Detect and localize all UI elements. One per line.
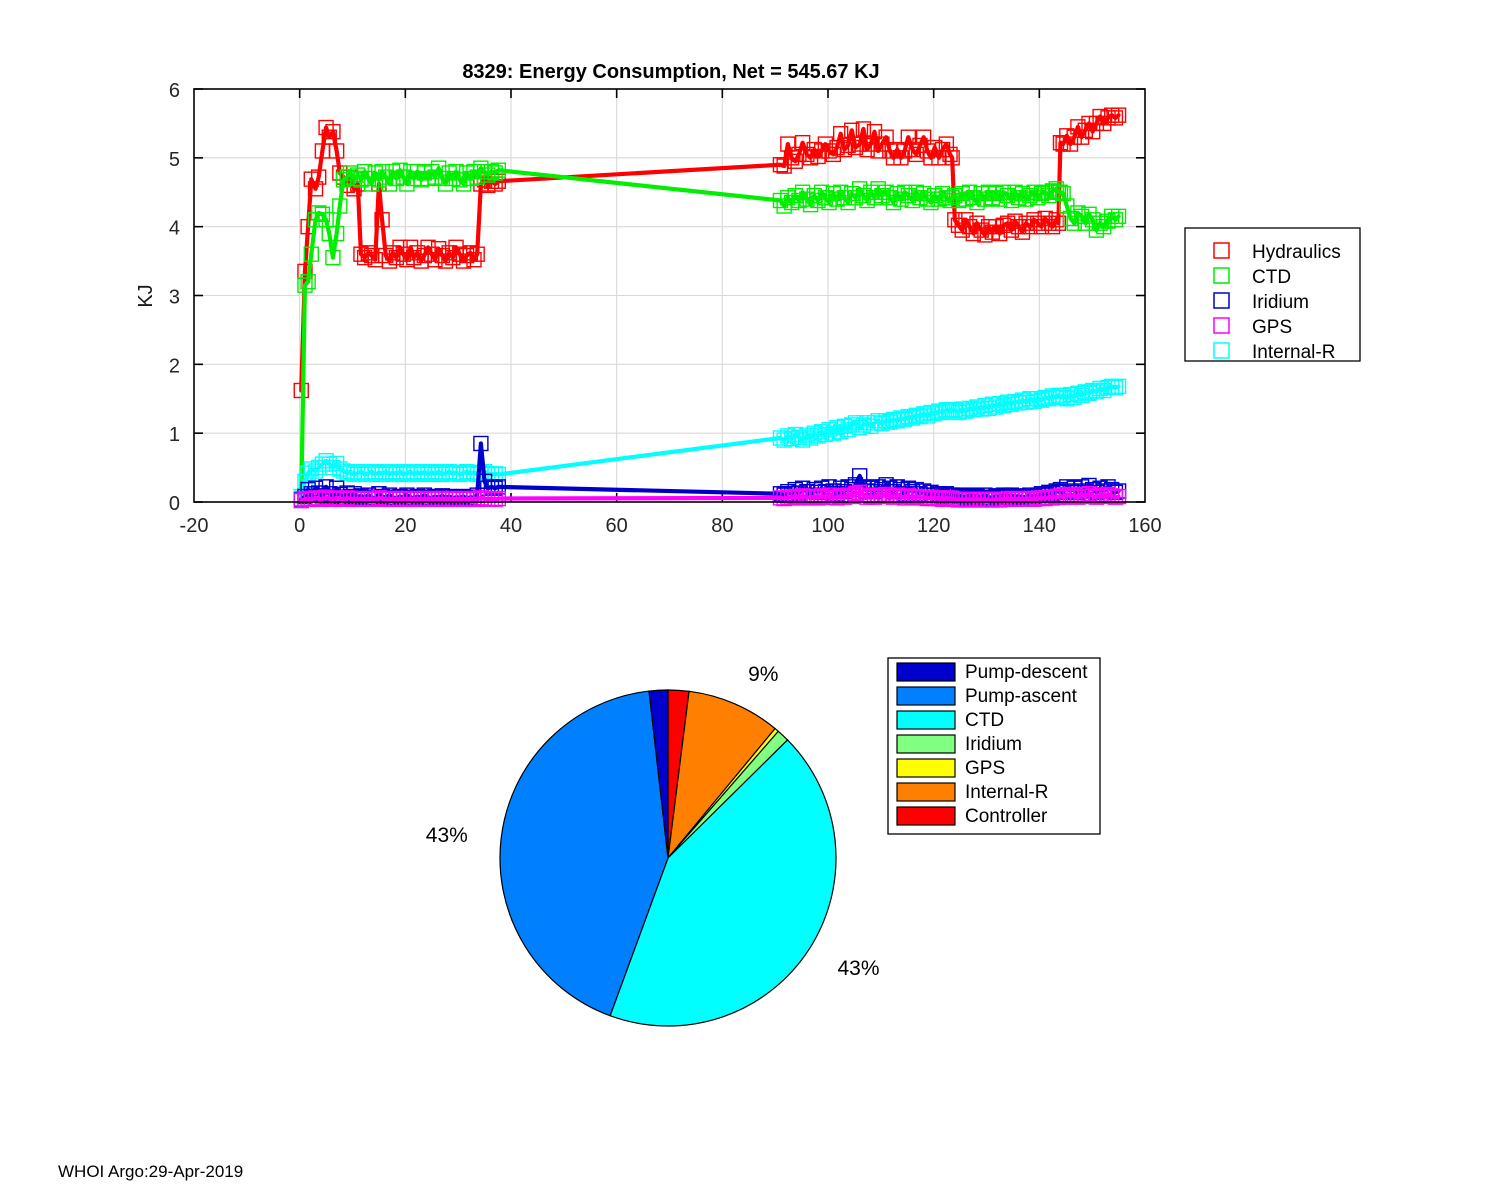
series-gps: [293, 484, 1127, 509]
pie-legend-entries: Pump-descent Pump-ascent CTD Iridium GPS Inte…: [896, 662, 1088, 827]
pie-slice-pump-descent: [648, 689, 669, 859]
legend-label-gps: GPS: [1252, 317, 1292, 338]
legend-label-iridium: Iridium: [1252, 292, 1309, 313]
legend-label-ctd: CTD: [1252, 267, 1291, 288]
legend-marker-iridium: [1213, 292, 1230, 309]
legend-marker-gps: [1213, 317, 1230, 334]
pie-slice-ctd: [609, 739, 837, 1027]
pie-legend-swatch-internal-r: [896, 782, 956, 802]
pie-legend-label-gps: GPS: [965, 758, 1005, 779]
legend-label-internal-r: Internal-R: [1252, 342, 1335, 363]
pie-legend-label-ctd: CTD: [965, 710, 1004, 731]
pie-legend-swatch-pump-ascent: [896, 686, 956, 706]
x-tick-label: 40: [500, 515, 522, 537]
x-tick-label: 60: [606, 515, 628, 537]
line-chart-title: 8329: Energy Consumption, Net = 545.67 K…: [462, 61, 879, 83]
pie-slice-pump-ascent: [499, 690, 669, 1017]
line-chart-y-tick-labels: 0 1 2 3 4 5 6: [169, 80, 180, 515]
pie-legend-swatch-pump-descent: [896, 662, 956, 682]
pie-legend-swatch-ctd: [896, 710, 956, 730]
pie-legend-label-pump-descent: Pump-descent: [965, 662, 1088, 683]
series-markers: [293, 107, 1127, 399]
pie-label-internal-r: 9%: [748, 663, 778, 686]
legend-marker-ctd: [1213, 267, 1230, 284]
y-tick-label: 2: [169, 355, 180, 377]
y-tick-label: 4: [169, 218, 180, 240]
pie-percent-labels: 9% 43% 43%: [426, 663, 880, 980]
y-tick-label: 0: [169, 493, 180, 515]
pie-chart: 9% 43% 43% Pump-descent Pump-ascent CTD Iridi…: [426, 657, 1101, 1027]
line-chart: 8329: Energy Consumption, Net = 545.67 K…: [135, 61, 1361, 537]
series-hydraulics: [293, 107, 1127, 399]
x-tick-label: -20: [180, 515, 209, 537]
pie-legend-swatch-controller: [896, 806, 956, 826]
pie-slices-group: [499, 689, 837, 1027]
series-internal-r: [293, 378, 1127, 505]
pie-label-pump-ascent: 43%: [426, 824, 468, 847]
pie-legend-label-iridium: Iridium: [965, 734, 1022, 755]
y-tick-label: 1: [169, 424, 180, 446]
pie-legend-swatch-iridium: [896, 734, 956, 754]
x-tick-label: 120: [917, 515, 950, 537]
pie-legend-swatch-gps: [896, 758, 956, 778]
x-tick-label: 100: [811, 515, 844, 537]
line-chart-x-tick-labels: -20 0 20 40 60 80 100 120 140 160: [180, 515, 1162, 537]
x-tick-label: 160: [1128, 515, 1161, 537]
legend-marker-hydraulics: [1213, 242, 1230, 259]
x-tick-label: 0: [294, 515, 305, 537]
x-tick-label: 20: [394, 515, 416, 537]
pie-label-ctd: 43%: [838, 957, 880, 980]
x-tick-label: 80: [711, 515, 733, 537]
pie-legend-label-controller: Controller: [965, 806, 1048, 827]
series-markers: [293, 378, 1127, 505]
figure-footer-text: WHOI Argo:29-Apr-2019: [58, 1162, 243, 1181]
pie-legend-label-internal-r: Internal-R: [965, 782, 1048, 803]
pie-slice-internal-r: [667, 690, 776, 860]
line-chart-legend: Hydraulics CTD Iridium GPS Internal-R: [1184, 227, 1361, 363]
y-tick-label: 3: [169, 287, 180, 309]
legend-marker-internal-r: [1213, 342, 1230, 359]
x-tick-label: 140: [1023, 515, 1056, 537]
pie-legend: Pump-descent Pump-ascent CTD Iridium GPS Inte…: [887, 657, 1101, 835]
line-chart-series-group: [293, 107, 1127, 509]
line-chart-y-axis-label: KJ: [135, 284, 157, 307]
line-chart-axes-box: [193, 88, 1146, 503]
pie-legend-label-pump-ascent: Pump-ascent: [965, 686, 1078, 707]
series-markers: [293, 484, 1127, 509]
y-tick-label: 5: [169, 149, 180, 171]
legend-label-hydraulics: Hydraulics: [1252, 242, 1341, 263]
y-tick-label: 6: [169, 80, 180, 102]
line-chart-legend-entries: Hydraulics CTD Iridium GPS Internal-R: [1213, 242, 1341, 363]
